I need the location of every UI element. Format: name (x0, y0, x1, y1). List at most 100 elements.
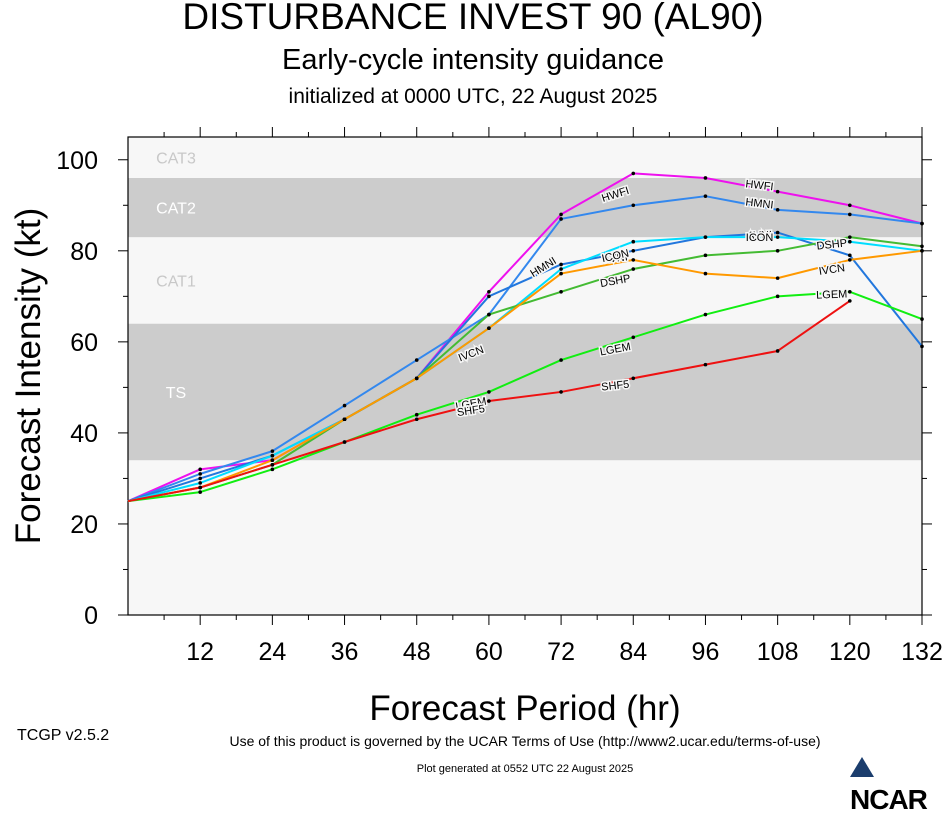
x-tick-label: 132 (901, 638, 943, 666)
data-point-icon (631, 239, 636, 244)
series-label-group: AVNI (601, 250, 630, 268)
data-point-dshp (631, 267, 636, 271)
data-point-lgem (703, 312, 708, 317)
data-point-hmni (775, 208, 780, 212)
data-point-avni (848, 253, 852, 258)
data-point-hmni (848, 212, 852, 217)
category-band (128, 323, 922, 461)
data-point-shf5 (559, 390, 563, 394)
category-band-label: CAT3 (156, 150, 196, 167)
data-point-hmni (920, 221, 924, 226)
data-point-hwfi (775, 189, 780, 194)
data-point-hwfi (848, 203, 852, 208)
category-band-label: TS (166, 385, 186, 402)
data-point-hwfi (198, 467, 202, 472)
x-tick-label: 24 (258, 638, 286, 666)
x-tick-label: 96 (692, 638, 720, 666)
x-tick-label: 12 (186, 638, 214, 666)
data-point-shf5 (414, 417, 419, 422)
data-point-lgem (920, 317, 924, 321)
series-label-group: LGEM (453, 394, 489, 414)
init-time: initialized at 0000 UTC, 22 August 2025 (288, 85, 658, 108)
chart-title: DISTURBANCE INVEST 90 (AL90) (182, 0, 764, 37)
version-label: TCGP v2.5.2 (17, 727, 110, 744)
generated-time: Plot generated at 0552 UTC 22 August 202… (416, 763, 634, 775)
series-line-lgem (127, 290, 923, 503)
data-point-ivcn (414, 376, 419, 381)
data-point-shf5 (631, 376, 636, 381)
data-point-hmni (559, 217, 563, 221)
data-point-lgem (198, 490, 202, 494)
x-tick-label: 48 (403, 638, 431, 666)
data-point-dshp (703, 253, 708, 258)
series-label-group: ICON (744, 231, 775, 246)
data-point-hmni (198, 472, 202, 476)
data-point-dshp (920, 244, 924, 249)
data-point-dshp (487, 312, 491, 317)
data-point-ivcn (775, 276, 780, 280)
data-point-icon (270, 453, 275, 458)
data-point-lgem (631, 335, 636, 340)
data-point-ivcn (848, 258, 852, 262)
y-tick-label: 100 (56, 147, 98, 175)
data-point-dshp (775, 249, 780, 253)
category-band-label: CAT2 (156, 201, 196, 218)
series-label: HWFI (745, 178, 774, 193)
data-point-lgem (487, 390, 491, 394)
terms-of-use-text: Use of this product is governed by the U… (229, 733, 821, 749)
data-point-ivcn (559, 271, 563, 276)
category-band (128, 177, 922, 238)
y-tick-label: 80 (70, 238, 98, 266)
data-point-ivcn (342, 417, 347, 422)
ncar-logo-icon (850, 757, 874, 777)
data-point-icon (198, 481, 202, 485)
data-point-lgem (775, 294, 780, 299)
data-point-ivcn (487, 326, 491, 331)
data-point-ivcn (270, 458, 275, 463)
series-label: LGEM (455, 396, 488, 413)
series-line-hmni (127, 195, 923, 503)
chart-subtitle: Early-cycle intensity guidance (281, 44, 664, 76)
data-point-shf5 (487, 399, 491, 403)
intensity-chart: TS CAT1 CAT2 CAT3 12 24 36 48 60 72 84 96 108 120 132 0… (9, 127, 943, 728)
data-point-hwfi (487, 289, 491, 294)
series-label-group: HMNI (743, 195, 775, 213)
data-point-avni (559, 262, 563, 267)
x-tick-label: 60 (475, 638, 503, 666)
x-tick-label: 36 (331, 638, 359, 666)
data-point-avni (920, 344, 924, 349)
data-point-ivcn (631, 258, 636, 262)
data-point-shf5 (342, 440, 347, 444)
y-tick-label: 0 (84, 602, 98, 630)
category-band-label: CAT1 (156, 273, 196, 290)
data-point-shf5 (198, 485, 202, 490)
series-label-group: IVCN (816, 261, 847, 280)
data-point-ivcn (920, 249, 924, 253)
data-point-hmni (414, 358, 419, 362)
series-label-group: HWFI (743, 177, 775, 195)
series-label: LGEM (816, 288, 848, 301)
data-point-lgem (414, 412, 419, 417)
x-tick-label: 108 (757, 638, 799, 666)
data-point-shf5 (775, 349, 780, 353)
series-label: AVNI (602, 251, 628, 266)
x-tick-label: 120 (829, 638, 871, 666)
category-band (128, 137, 922, 178)
series-label: SHF5 (601, 379, 630, 394)
series-label: SHF5 (456, 403, 486, 419)
data-point-icon (775, 235, 780, 239)
data-point-shf5 (703, 362, 708, 367)
data-point-hwfi (631, 171, 636, 176)
data-point-lgem (559, 358, 563, 362)
series-label: IVCN (818, 262, 846, 278)
data-point-hwfi (703, 176, 708, 180)
series-label: HMNI (745, 196, 774, 211)
data-point-avni (775, 230, 780, 235)
x-tick-label: 84 (619, 638, 647, 666)
x-tick-label: 72 (547, 638, 575, 666)
y-axis-label: Forecast Intensity (kt) (9, 208, 48, 544)
series-label-group: DSHP (814, 236, 849, 254)
data-point-icon (703, 235, 708, 239)
ncar-logo: NCAR (850, 752, 946, 816)
series-label: ICON (746, 232, 774, 244)
